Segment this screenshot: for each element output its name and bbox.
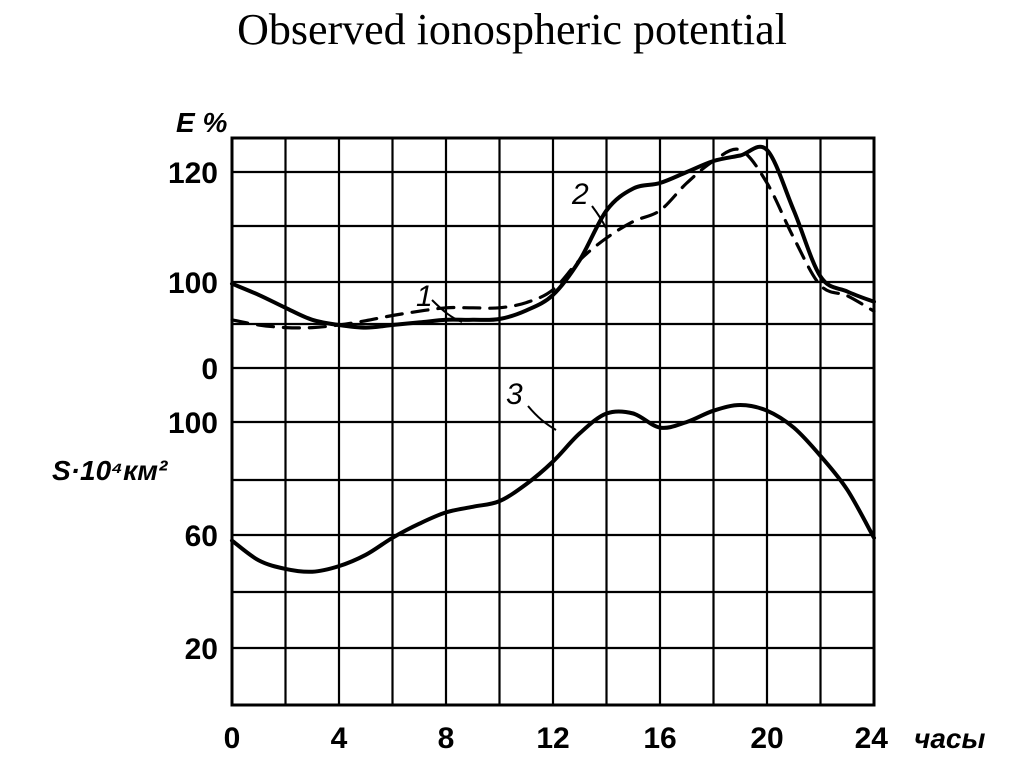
- y-axis-label-top: E %: [176, 107, 227, 138]
- y-tick-label-bottom: 100: [168, 407, 218, 440]
- x-axis-label: часы: [914, 723, 985, 754]
- y-axis-label-bottom: S·10⁴км²: [52, 455, 168, 486]
- y-tick-label-bottom: 20: [185, 633, 218, 666]
- x-tick-label: 4: [331, 722, 348, 755]
- page-title: Observed ionospheric potential: [237, 5, 787, 54]
- x-tick-label: 8: [438, 722, 455, 755]
- curve-label-leaders: [431, 205, 607, 431]
- series-line-3: [230, 403, 876, 574]
- x-tick-label: 12: [536, 722, 569, 755]
- y-tick-label-top: 0: [201, 353, 218, 386]
- y-tick-label-top: 100: [168, 267, 218, 300]
- series-layer: [230, 144, 876, 574]
- curve-label-3-leader: [527, 405, 557, 431]
- x-tick-label: 0: [224, 722, 241, 755]
- y-tick-label-bottom: 60: [185, 520, 218, 553]
- chart-grid: [230, 136, 876, 707]
- series-line-2: [230, 144, 876, 330]
- curve-label-2-leader: [591, 205, 607, 229]
- curve-label-1-leader: [431, 299, 463, 323]
- x-tick-label: 20: [750, 722, 783, 755]
- curve-label-1: 1: [416, 280, 433, 313]
- x-tick-label: 24: [855, 722, 889, 755]
- x-tick-label: 16: [643, 722, 676, 755]
- y-tick-label-top: 120: [168, 157, 218, 190]
- curve-label-2: 2: [571, 178, 589, 211]
- curve-label-3: 3: [506, 378, 523, 411]
